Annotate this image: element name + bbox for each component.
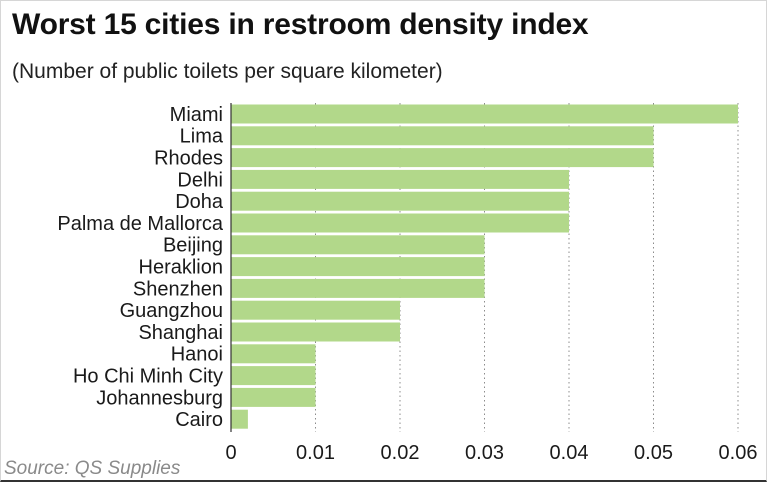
x-tick-labels: 0 0.01 0.02 0.03 0.04 0.05 0.06 — [225, 442, 757, 464]
bar-hanoi — [231, 344, 316, 364]
bar-miami — [231, 104, 738, 124]
x-tick-label: 0.06 — [719, 442, 758, 464]
source-note: Source: QS Supplies — [4, 458, 181, 479]
chart-subtitle: (Number of public toilets per square kil… — [12, 60, 443, 83]
bar-delhi — [231, 169, 569, 189]
category-label: Beijing — [163, 235, 223, 257]
bar-cairo — [231, 409, 248, 429]
category-label: Palma de Mallorca — [57, 213, 224, 235]
category-label: Cairo — [175, 409, 223, 431]
bar-palma-de-mallorca — [231, 213, 569, 233]
category-label: Guangzhou — [120, 300, 223, 322]
bar-beijing — [231, 235, 485, 255]
x-tick-label: 0 — [225, 442, 236, 464]
bar-ho-chi-minh-city — [231, 366, 316, 386]
category-label: Heraklion — [139, 257, 223, 279]
bar-guangzhou — [231, 300, 400, 320]
x-tick-label: 0.03 — [465, 442, 504, 464]
bar-rhodes — [231, 148, 654, 168]
x-tick-label: 0.02 — [381, 442, 420, 464]
category-label: Ho Chi Minh City — [73, 366, 223, 388]
bar-heraklion — [231, 257, 485, 277]
category-label: Shanghai — [138, 322, 223, 344]
x-tick-label: 0.04 — [550, 442, 589, 464]
category-label: Doha — [175, 191, 224, 213]
category-label: Lima — [180, 126, 224, 148]
bar-johannesburg — [231, 387, 316, 407]
category-label: Rhodes — [154, 148, 223, 170]
bar-shanghai — [231, 322, 400, 342]
bar-lima — [231, 126, 654, 146]
bars — [231, 104, 738, 429]
bar-doha — [231, 191, 569, 211]
category-label: Miami — [170, 104, 223, 126]
category-label: Shenzhen — [133, 278, 223, 300]
x-tick-label: 0.01 — [296, 442, 335, 464]
x-tick-label: 0.05 — [634, 442, 673, 464]
chart-title: Worst 15 cities in restroom density inde… — [12, 8, 589, 41]
category-label: Delhi — [177, 169, 223, 191]
bar-shenzhen — [231, 278, 485, 298]
category-label: Johannesburg — [96, 387, 223, 409]
category-label: Hanoi — [171, 344, 223, 366]
